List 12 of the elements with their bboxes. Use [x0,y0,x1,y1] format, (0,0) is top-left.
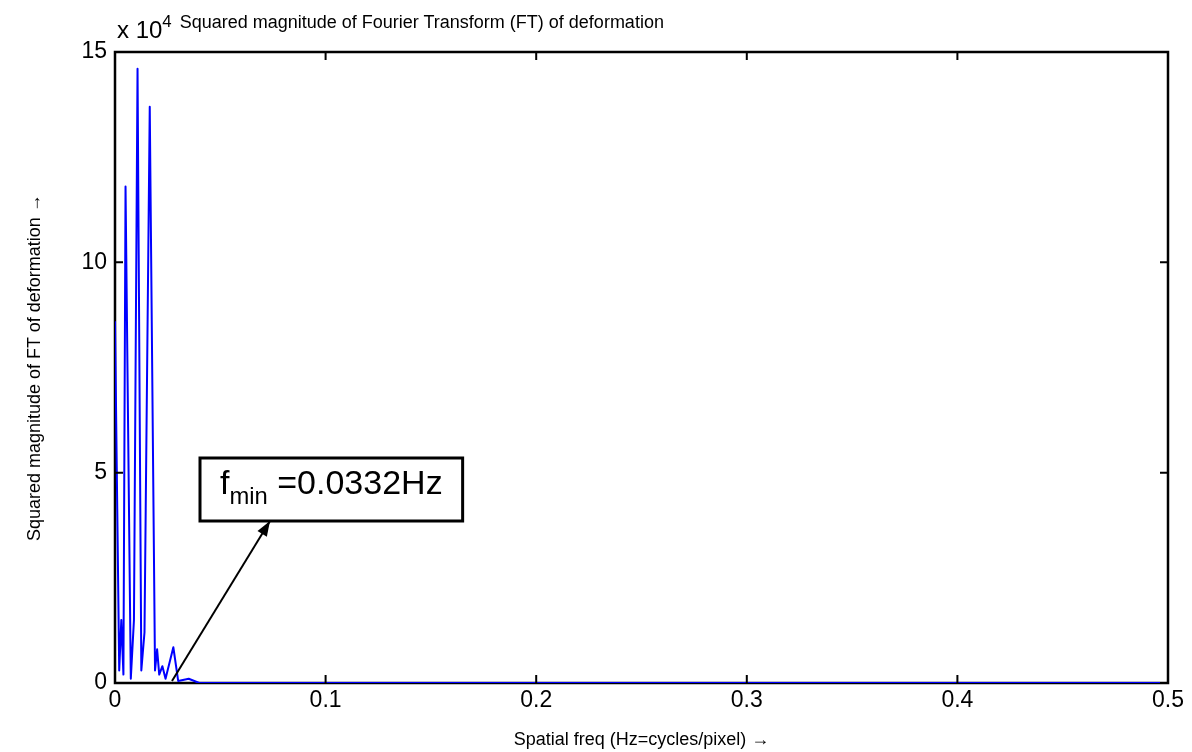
x-axis-title: Spatial freq (Hz=cycles/pixel) → [513,729,770,749]
y-tick-label: 10 [81,247,107,274]
x-tick-label: 0.2 [520,685,553,712]
x-tick-label: 0.1 [309,685,342,712]
y-tick-label: 5 [94,458,107,485]
y-axis-title: Squared magnitude of FT of deformation → [24,194,44,542]
x-tick-label: 0.3 [730,685,763,712]
y-tick-label: 0 [94,668,107,695]
chart-title: Squared magnitude of Fourier Transform (FT) of deformation [179,12,664,32]
x-tick-label: 0.5 [1152,685,1184,712]
x-tick-label: 0.4 [941,685,974,712]
y-tick-label: 15 [81,37,107,64]
